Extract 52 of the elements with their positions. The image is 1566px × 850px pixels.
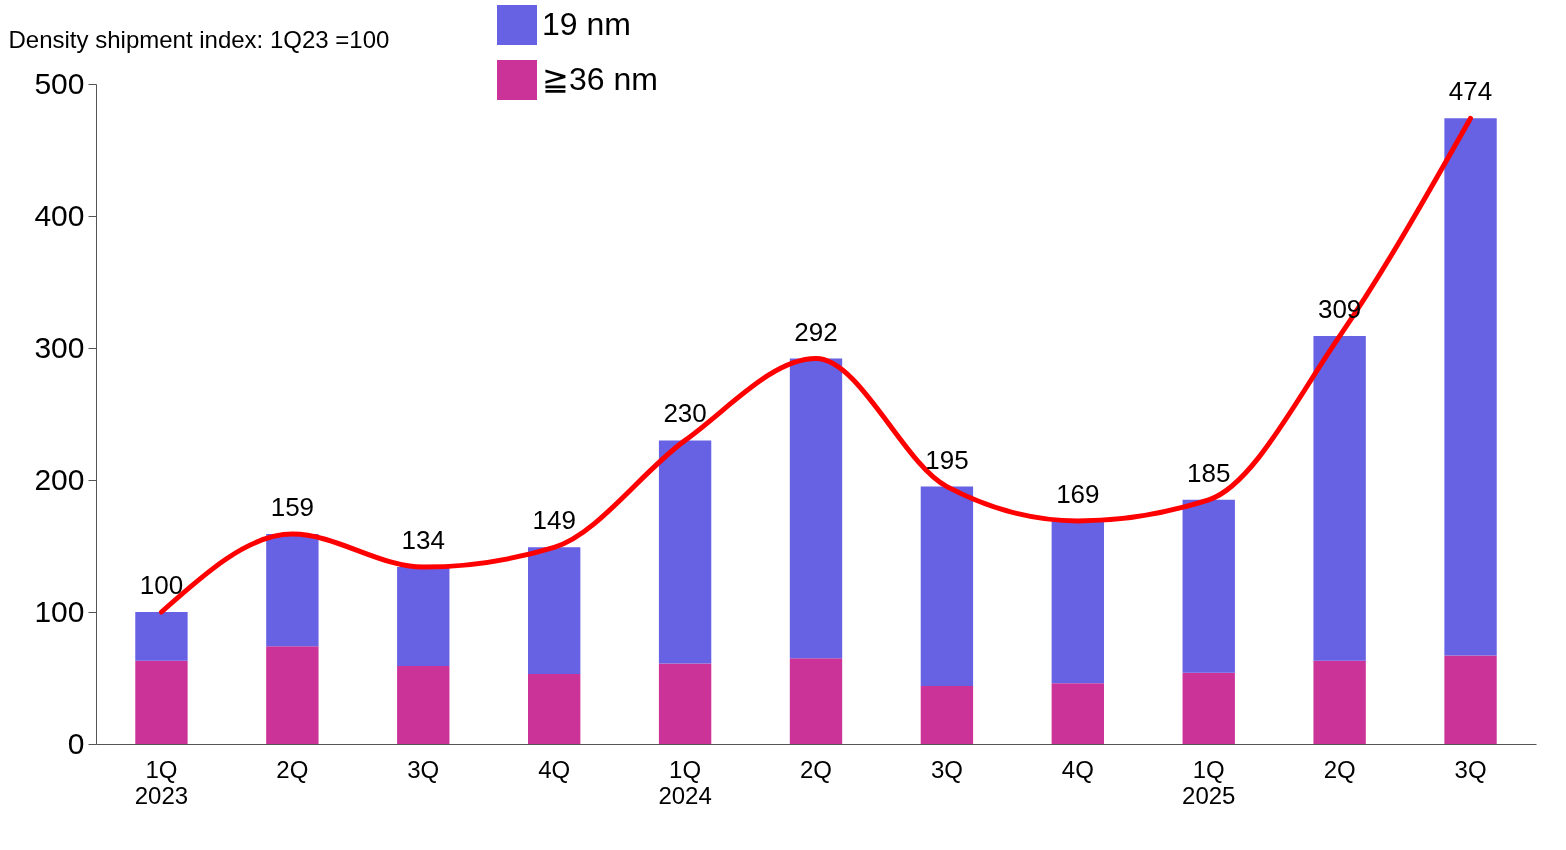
- bar: [1444, 655, 1497, 744]
- bar: [789, 358, 843, 659]
- x-tick-label: 1Q 2023: [134, 755, 189, 809]
- x-tick-label: 2Q: [799, 755, 833, 783]
- y-axis-title: Density shipment index: 1Q23 =100: [8, 25, 390, 53]
- bar: [658, 440, 712, 664]
- x-tick-label: 4Q: [538, 755, 571, 783]
- total-label: 149: [532, 505, 576, 536]
- y-tick-label: 500: [34, 66, 85, 100]
- bar: [1444, 118, 1497, 656]
- bar: [397, 666, 450, 744]
- total-label: 230: [663, 398, 707, 429]
- bar: [135, 612, 188, 661]
- total-label: 195: [925, 444, 969, 475]
- total-label: 134: [401, 525, 445, 556]
- bar: [266, 646, 319, 744]
- x-tick-label: 1Q 2025: [1182, 755, 1236, 809]
- bar: [1182, 672, 1235, 744]
- x-tick-label: 1Q 2024: [658, 755, 712, 809]
- bar: [1051, 520, 1104, 684]
- bar: [789, 658, 843, 744]
- x-tick-label: 3Q: [407, 755, 440, 783]
- y-tick-label: 400: [34, 198, 85, 232]
- total-label: 169: [1056, 478, 1100, 509]
- total-label: 474: [1448, 76, 1493, 107]
- bar: [1313, 336, 1366, 661]
- bar: [397, 567, 450, 667]
- bar: [658, 663, 712, 744]
- y-tick-label: 100: [34, 594, 85, 628]
- bar: [1182, 499, 1235, 673]
- y-tick-label: 200: [34, 462, 85, 496]
- x-tick-label: 4Q: [1061, 755, 1094, 783]
- bar: [528, 547, 581, 675]
- bar: [528, 674, 581, 744]
- total-label: 159: [270, 492, 315, 523]
- bar: [1313, 660, 1366, 744]
- bar: [1051, 683, 1104, 744]
- total-label: 185: [1187, 457, 1231, 488]
- x-tick-label: 2Q: [276, 755, 309, 783]
- y-tick-label: 300: [34, 330, 85, 364]
- legend-label: 19 nm: [542, 6, 631, 42]
- bar: [266, 534, 319, 647]
- x-tick-label: 3Q: [930, 755, 963, 783]
- total-label: 100: [139, 570, 184, 600]
- total-label: 292: [794, 316, 838, 347]
- x-tick-label: 3Q: [1454, 755, 1487, 783]
- bar: [135, 660, 188, 744]
- bar: [920, 486, 974, 686]
- x-tick-label: 2Q: [1323, 755, 1356, 783]
- legend-label: ≧36 nm: [542, 61, 658, 97]
- y-tick-label: 0: [67, 726, 85, 760]
- bar: [920, 685, 974, 744]
